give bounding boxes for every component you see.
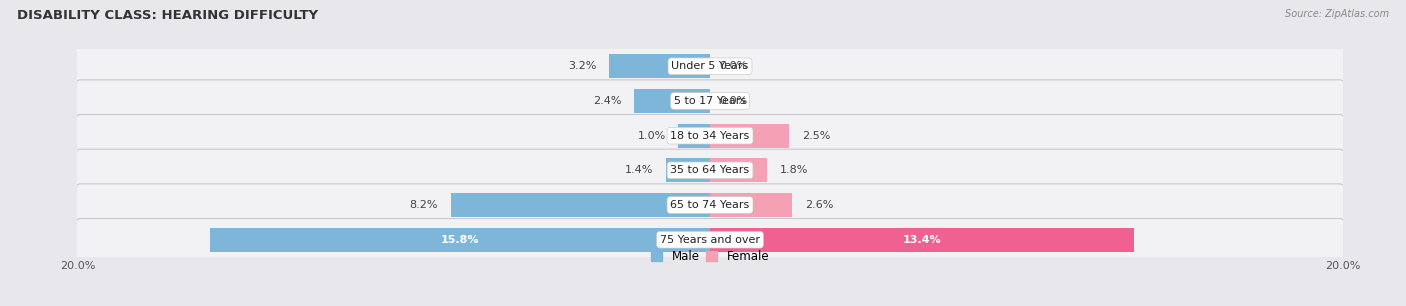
Text: 75 Years and over: 75 Years and over	[659, 235, 761, 245]
Bar	[666, 158, 710, 182]
Bar	[710, 193, 793, 217]
Text: 3.2%: 3.2%	[568, 61, 596, 71]
Legend: Male, Female: Male, Female	[645, 245, 775, 268]
Text: 13.4%: 13.4%	[903, 235, 941, 245]
Text: 0.0%: 0.0%	[720, 96, 748, 106]
FancyBboxPatch shape	[76, 80, 1344, 122]
Text: 35 to 64 Years: 35 to 64 Years	[671, 165, 749, 175]
Text: Source: ZipAtlas.com: Source: ZipAtlas.com	[1285, 9, 1389, 19]
Text: 1.4%: 1.4%	[624, 165, 654, 175]
Bar	[710, 228, 1135, 252]
Text: DISABILITY CLASS: HEARING DIFFICULTY: DISABILITY CLASS: HEARING DIFFICULTY	[17, 9, 318, 22]
Text: 2.6%: 2.6%	[806, 200, 834, 210]
Bar	[634, 89, 710, 113]
Text: 1.0%: 1.0%	[637, 131, 666, 141]
Text: 15.8%: 15.8%	[441, 235, 479, 245]
Text: Under 5 Years: Under 5 Years	[672, 61, 748, 71]
Bar	[211, 228, 710, 252]
Bar	[609, 54, 710, 78]
Text: 0.0%: 0.0%	[720, 61, 748, 71]
Text: 2.4%: 2.4%	[593, 96, 621, 106]
Text: 5 to 17 Years: 5 to 17 Years	[673, 96, 747, 106]
Text: 8.2%: 8.2%	[409, 200, 439, 210]
Bar	[451, 193, 710, 217]
Text: 2.5%: 2.5%	[801, 131, 830, 141]
FancyBboxPatch shape	[76, 45, 1344, 88]
FancyBboxPatch shape	[76, 218, 1344, 261]
Text: 65 to 74 Years: 65 to 74 Years	[671, 200, 749, 210]
FancyBboxPatch shape	[76, 184, 1344, 226]
Bar	[710, 124, 789, 148]
Text: 1.8%: 1.8%	[780, 165, 808, 175]
FancyBboxPatch shape	[76, 114, 1344, 157]
FancyBboxPatch shape	[76, 149, 1344, 192]
Bar	[710, 158, 768, 182]
Bar	[679, 124, 710, 148]
Text: 18 to 34 Years: 18 to 34 Years	[671, 131, 749, 141]
